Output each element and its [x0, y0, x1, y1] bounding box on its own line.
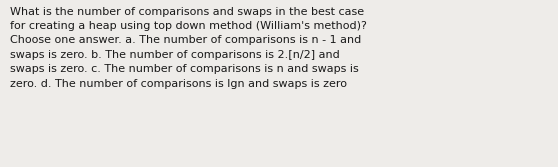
Text: What is the number of comparisons and swaps in the best case
for creating a heap: What is the number of comparisons and sw…	[10, 7, 367, 89]
